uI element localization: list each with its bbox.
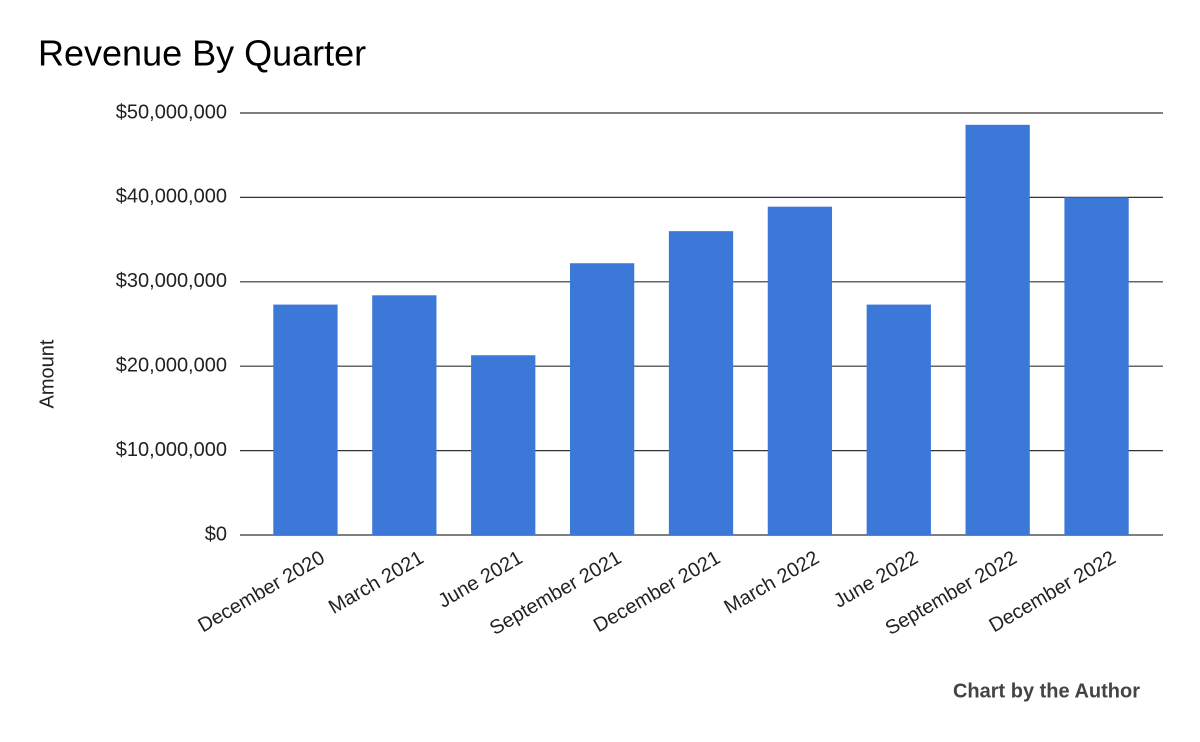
y-tick-label: $30,000,000 — [116, 270, 227, 292]
y-tick-label: $0 — [205, 523, 227, 545]
bar — [965, 124, 1030, 535]
y-tick-label: $10,000,000 — [116, 439, 227, 461]
y-tick-label: $40,000,000 — [116, 186, 227, 208]
y-tick-label: $20,000,000 — [116, 354, 227, 376]
x-tick-label: June 2022 — [830, 547, 922, 613]
chart-title: Revenue By Quarter — [38, 33, 366, 74]
bar — [569, 263, 635, 535]
bar — [668, 231, 734, 535]
footer: Chart by the Author — [953, 680, 1140, 702]
x-tick-label: December 2020 — [194, 547, 328, 637]
y-tick-label: $50,000,000 — [116, 101, 227, 123]
bar — [273, 304, 338, 535]
bar — [767, 206, 833, 535]
x-tick-label: March 2022 — [721, 547, 823, 619]
bar — [866, 304, 931, 535]
x-tick-label: June 2021 — [434, 547, 526, 613]
x-tick-label: March 2021 — [325, 547, 427, 619]
y-axis-label: Amount — [36, 339, 58, 408]
bar — [471, 355, 536, 535]
bar — [372, 295, 437, 535]
bar — [1064, 197, 1129, 535]
